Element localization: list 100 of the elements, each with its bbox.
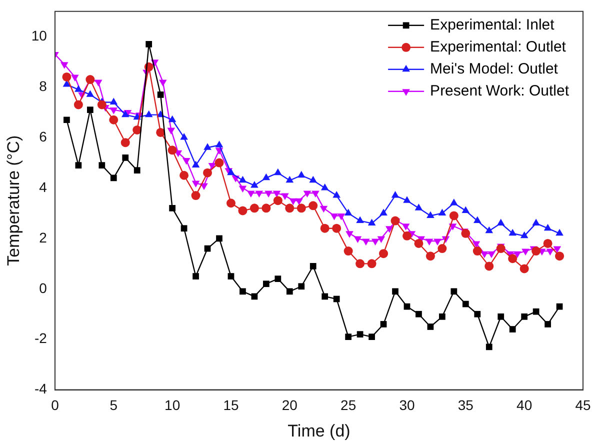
- x-tick-label: 10: [164, 397, 180, 414]
- x-tick-label: 20: [282, 397, 298, 414]
- point: [262, 173, 270, 180]
- point: [333, 296, 340, 302]
- point: [60, 62, 68, 69]
- point: [390, 216, 400, 226]
- point: [308, 201, 318, 210]
- x-tick-label: 25: [340, 397, 356, 414]
- point: [402, 224, 410, 230]
- point: [553, 246, 562, 254]
- y-tick-label: 2: [39, 229, 48, 246]
- point: [403, 196, 411, 203]
- point: [169, 204, 176, 212]
- point: [488, 251, 496, 258]
- point: [180, 133, 188, 140]
- point: [438, 208, 446, 216]
- point: [532, 218, 540, 226]
- point: [450, 198, 458, 206]
- point: [416, 310, 422, 318]
- point: [472, 241, 480, 248]
- point: [250, 204, 259, 213]
- point: [439, 313, 446, 320]
- point: [337, 213, 346, 220]
- point: [97, 100, 106, 110]
- point: [71, 74, 79, 82]
- point: [521, 313, 528, 320]
- point: [414, 238, 424, 248]
- point: [427, 324, 434, 330]
- point: [484, 262, 494, 271]
- point: [368, 218, 376, 226]
- x-tick-label: 30: [399, 397, 415, 414]
- point: [485, 226, 494, 234]
- point: [274, 168, 282, 176]
- point: [180, 225, 188, 232]
- point: [520, 264, 529, 274]
- point: [368, 334, 375, 340]
- point: [110, 98, 118, 104]
- point: [192, 273, 199, 280]
- point: [330, 213, 338, 220]
- point: [310, 263, 316, 270]
- point: [289, 198, 298, 206]
- point: [215, 140, 224, 148]
- point: [472, 246, 482, 256]
- point: [556, 228, 564, 236]
- point: [377, 236, 386, 243]
- point: [262, 204, 271, 213]
- point: [354, 236, 362, 243]
- y-axis-title: Temperature (°C): [4, 135, 23, 266]
- y-tick-label: 10: [31, 27, 48, 44]
- y-tick-label: -2: [34, 330, 48, 346]
- point: [296, 204, 306, 213]
- point: [474, 216, 482, 224]
- point: [474, 310, 481, 318]
- point: [379, 249, 388, 258]
- point: [285, 204, 294, 213]
- point: [74, 85, 82, 92]
- point: [62, 72, 72, 82]
- x-tick-label: 40: [516, 397, 532, 414]
- point: [264, 190, 272, 198]
- point: [508, 254, 518, 264]
- point: [144, 110, 153, 118]
- point: [543, 238, 552, 248]
- point: [450, 288, 458, 295]
- point: [121, 110, 130, 118]
- x-tick-label: 35: [458, 397, 474, 414]
- point: [402, 231, 412, 240]
- point: [544, 224, 552, 231]
- point: [520, 231, 528, 238]
- point: [462, 206, 470, 213]
- point: [496, 218, 505, 226]
- point: [509, 326, 516, 332]
- point: [344, 208, 352, 216]
- point: [168, 146, 177, 155]
- point: [309, 176, 318, 183]
- point: [134, 167, 140, 174]
- point: [75, 162, 82, 168]
- point: [94, 80, 102, 87]
- point: [297, 170, 306, 178]
- point: [449, 211, 458, 220]
- point: [434, 238, 442, 246]
- point: [303, 190, 312, 198]
- point: [425, 238, 434, 246]
- point: [367, 259, 376, 268]
- y-tick-label: 6: [39, 128, 48, 144]
- point: [322, 293, 328, 300]
- point: [238, 186, 247, 192]
- point: [380, 321, 387, 328]
- point: [532, 308, 540, 315]
- point: [320, 183, 329, 190]
- point: [240, 288, 246, 295]
- point: [168, 115, 176, 122]
- point: [98, 162, 106, 168]
- point: [356, 331, 364, 338]
- point: [263, 280, 270, 288]
- point: [532, 246, 541, 256]
- point: [86, 90, 94, 97]
- point: [356, 216, 364, 224]
- point: [228, 273, 234, 280]
- point: [320, 206, 328, 213]
- point: [64, 116, 70, 124]
